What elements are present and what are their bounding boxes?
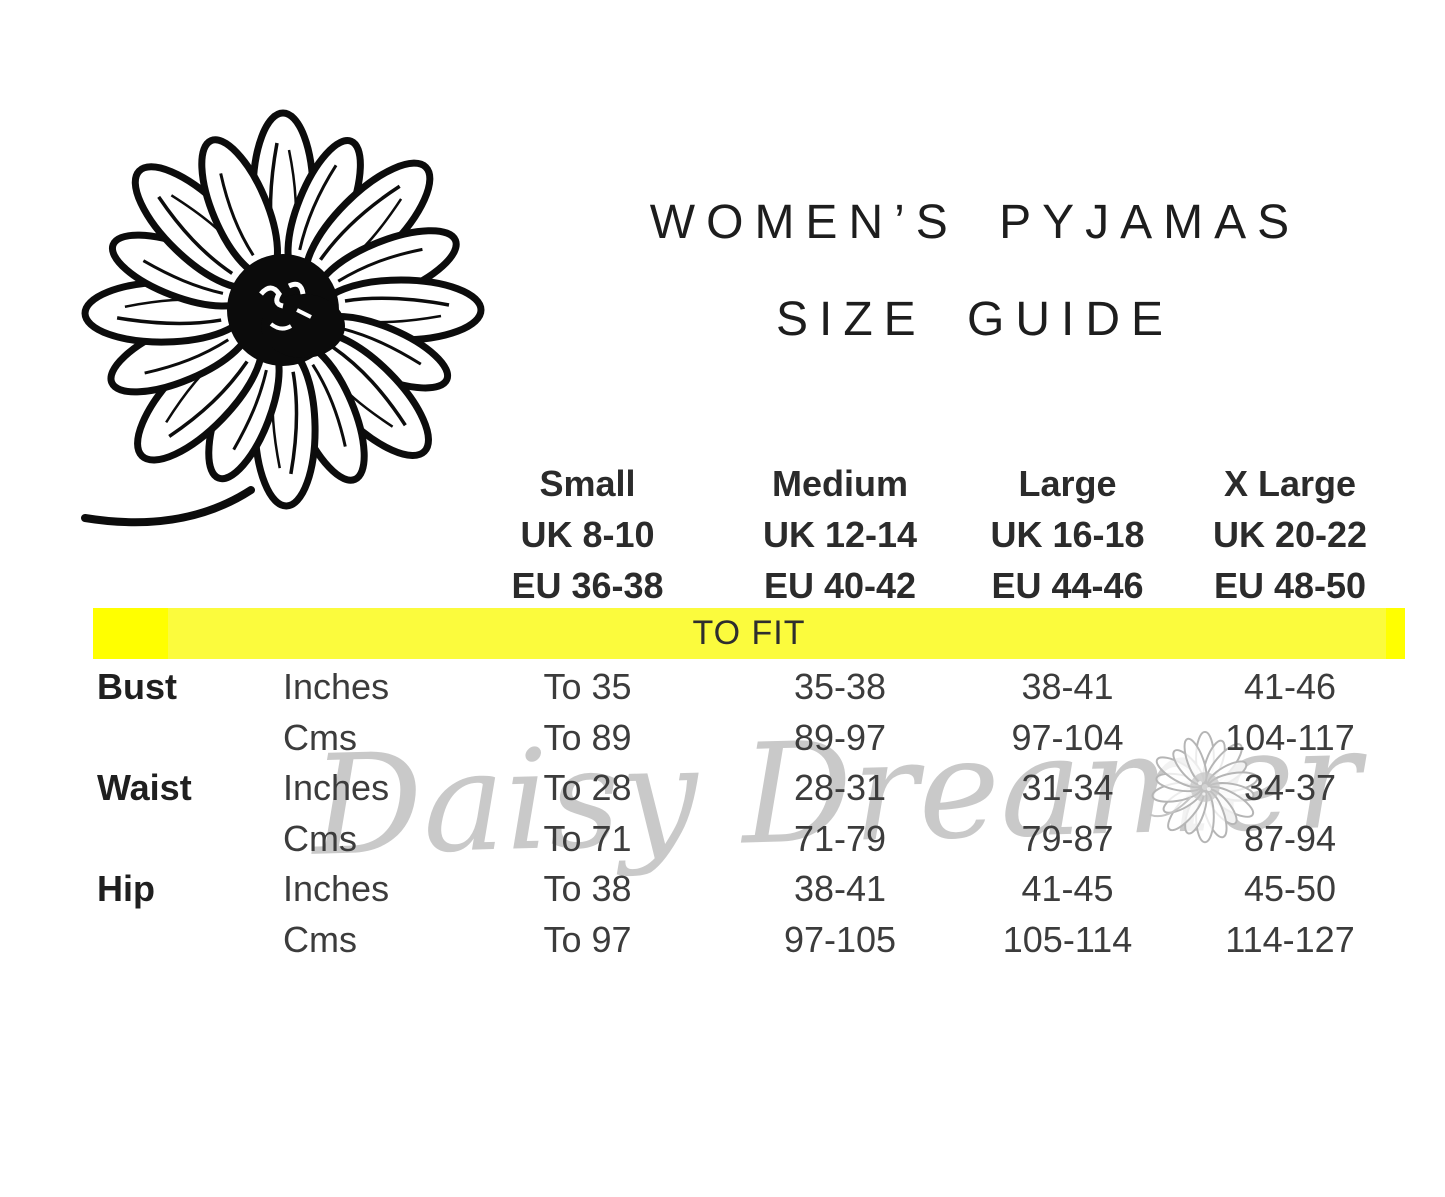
- value-large: 38-41: [1021, 666, 1114, 708]
- value-medium: 71-79: [793, 817, 887, 859]
- value-small: To 71: [543, 817, 632, 859]
- banner-left-cap: [93, 608, 168, 659]
- value-large: 97-104: [1011, 716, 1124, 758]
- size-column-medium: Medium UK 12-14 EU 40-42: [705, 458, 975, 611]
- value-xlarge: 87-94: [1243, 817, 1337, 859]
- table-row-hip-cms: Cms To 97 97-105 105-114 114-127: [97, 915, 1420, 966]
- size-uk-range: UK 16-18: [990, 514, 1145, 555]
- value-small: To 89: [543, 716, 632, 758]
- size-column-xlarge: X Large UK 20-22 EU 48-50: [1160, 458, 1420, 611]
- value-large: 105-114: [1002, 918, 1133, 960]
- value-medium: 97-105: [783, 918, 897, 960]
- table-row-waist-cms: Cms To 71 71-79 79-87 87-94: [97, 814, 1420, 865]
- size-uk-range: UK 20-22: [1212, 514, 1368, 555]
- daisy-illustration: [81, 109, 485, 527]
- daisy-stem: [81, 486, 255, 527]
- title-line-1: WOMEN’S PYJAMAS: [649, 196, 1301, 249]
- value-small: To 35: [543, 666, 632, 708]
- size-name: Large: [1018, 463, 1117, 504]
- value-xlarge: 34-37: [1243, 767, 1337, 809]
- value-xlarge: 104-117: [1225, 716, 1355, 758]
- row-unit: Inches: [283, 767, 390, 809]
- row-label: Waist: [97, 767, 192, 809]
- value-xlarge: 114-127: [1225, 918, 1355, 960]
- value-xlarge: 45-50: [1243, 868, 1337, 910]
- title-line-2: SIZE GUIDE: [775, 293, 1175, 346]
- size-uk-range: UK 12-14: [762, 514, 918, 555]
- value-small: To 97: [543, 918, 632, 960]
- size-columns-header: Small UK 8-10 EU 36-38 Medium UK 12-14 E…: [470, 458, 1420, 611]
- value-xlarge: 41-46: [1243, 666, 1337, 708]
- table-row-bust-cms: Cms To 89 89-97 97-104 104-117: [97, 713, 1420, 764]
- daisy-watermark-icon: [1149, 730, 1259, 844]
- size-column-small: Small UK 8-10 EU 36-38: [470, 458, 705, 611]
- value-medium: 38-41: [793, 868, 887, 910]
- measurement-table: Bust Inches To 35 35-38 38-41 41-46 Cms …: [97, 662, 1420, 965]
- row-unit: Inches: [283, 666, 390, 708]
- size-name: X Large: [1223, 463, 1357, 504]
- to-fit-banner: TO FIT: [93, 608, 1405, 659]
- size-column-large: Large UK 16-18 EU 44-46: [975, 458, 1160, 611]
- value-large: 79-87: [1021, 817, 1114, 859]
- size-name: Small: [539, 463, 636, 504]
- size-eu-range: EU 36-38: [511, 565, 664, 606]
- to-fit-label: TO FIT: [692, 614, 806, 652]
- size-eu-range: EU 40-42: [763, 565, 917, 606]
- size-name: Medium: [771, 463, 908, 504]
- row-label: Hip: [97, 868, 155, 910]
- value-medium: 28-31: [793, 767, 887, 809]
- table-row-bust-inches: Bust Inches To 35 35-38 38-41 41-46: [97, 662, 1420, 713]
- banner-right-cap: [1386, 608, 1405, 659]
- row-unit: Cms: [283, 716, 357, 758]
- size-uk-range: UK 8-10: [520, 514, 655, 555]
- row-unit: Inches: [283, 868, 390, 910]
- table-row-waist-inches: Waist Inches To 28 28-31 31-34 34-37: [97, 763, 1420, 814]
- page-title: WOMEN’S PYJAMAS SIZE GUIDE: [565, 196, 1385, 347]
- row-label: Bust: [97, 666, 177, 708]
- banner-middle: [168, 608, 1386, 659]
- table-row-hip-inches: Hip Inches To 38 38-41 41-45 45-50: [97, 864, 1420, 915]
- row-unit: Cms: [283, 817, 357, 859]
- value-small: To 28: [543, 767, 632, 809]
- value-medium: 35-38: [793, 666, 887, 708]
- value-large: 31-34: [1021, 767, 1114, 809]
- size-eu-range: EU 44-46: [991, 565, 1144, 606]
- row-unit: Cms: [283, 918, 357, 960]
- value-small: To 38: [543, 868, 632, 910]
- size-eu-range: EU 48-50: [1213, 565, 1367, 606]
- value-large: 41-45: [1021, 868, 1114, 910]
- value-medium: 89-97: [793, 716, 887, 758]
